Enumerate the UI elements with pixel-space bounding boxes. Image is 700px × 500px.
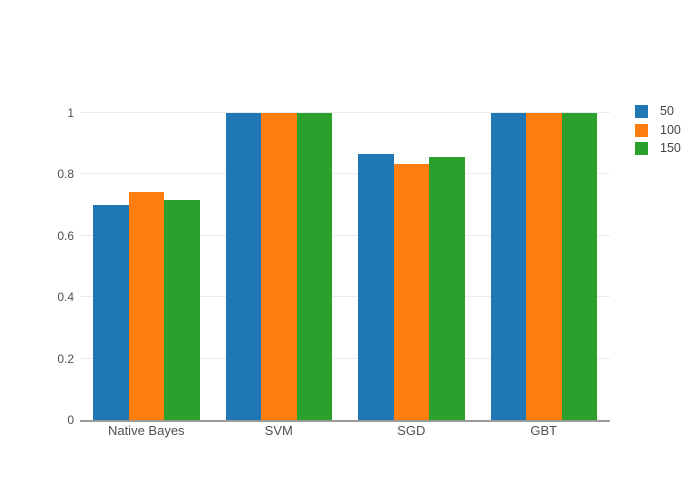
bar-svm-series-150 — [296, 113, 332, 420]
legend-swatch-150 — [635, 142, 648, 155]
bar-gbt-series-50 — [490, 113, 526, 420]
x-tick-label-native-bayes: Native Bayes — [107, 423, 185, 438]
bar-svm-series-50 — [225, 113, 261, 420]
bar-native-bayes-series-150 — [164, 199, 200, 420]
y-tick-label-0-2: 0.2 — [57, 351, 74, 366]
bar-group-gbt — [478, 90, 611, 420]
legend-swatch-100 — [635, 123, 648, 137]
bar-svm-series-100 — [261, 113, 297, 420]
gridline-y-0-4 — [80, 296, 610, 298]
x-tick-label-svm: SVM — [264, 423, 293, 438]
bar-group-svm — [213, 90, 346, 420]
legend-item-150[interactable]: 150 — [635, 142, 681, 155]
legend-item-50[interactable]: 50 — [635, 105, 681, 118]
bar-native-bayes-series-100 — [128, 192, 164, 420]
y-tick-label-0-6: 0.6 — [57, 228, 74, 243]
x-tick-label-sgd: SGD — [397, 423, 426, 438]
bar-gbt-series-150 — [561, 113, 597, 420]
y-axis: 0 0.2 0.4 0.6 0.8 1 — [0, 0, 74, 500]
y-tick-label-0: 0 — [67, 413, 74, 427]
legend-label-150: 150 — [660, 141, 681, 155]
legend-label-50: 50 — [660, 104, 674, 118]
bar-groups — [80, 90, 610, 420]
gridline-y-0-6 — [80, 234, 610, 236]
bar-sgd-series-50 — [358, 153, 394, 420]
y-tick-label-1: 1 — [67, 106, 74, 120]
bar-gbt-series-100 — [526, 113, 562, 420]
legend-label-100: 100 — [660, 122, 681, 137]
legend: 50 100 150 — [635, 105, 681, 161]
plot-area[interactable] — [80, 90, 610, 422]
bar-group-native-bayes — [80, 90, 213, 420]
gridline-y-0-2 — [80, 357, 610, 359]
legend-item-100[interactable]: 100 — [635, 122, 681, 137]
bar-sgd-series-100 — [393, 164, 429, 420]
legend-swatch-50 — [635, 105, 648, 118]
x-axis: Native Bayes SVM SGD GBT — [80, 423, 610, 439]
gridline-y-0-8 — [80, 173, 610, 175]
x-tick-label-gbt: GBT — [530, 423, 558, 438]
bar-group-sgd — [345, 90, 478, 420]
y-tick-label-0-8: 0.8 — [57, 167, 74, 182]
y-tick-label-0-4: 0.4 — [57, 290, 74, 305]
gridline-y-1 — [80, 112, 610, 113]
bar-sgd-series-150 — [429, 156, 465, 420]
bar-native-bayes-series-50 — [93, 205, 129, 420]
